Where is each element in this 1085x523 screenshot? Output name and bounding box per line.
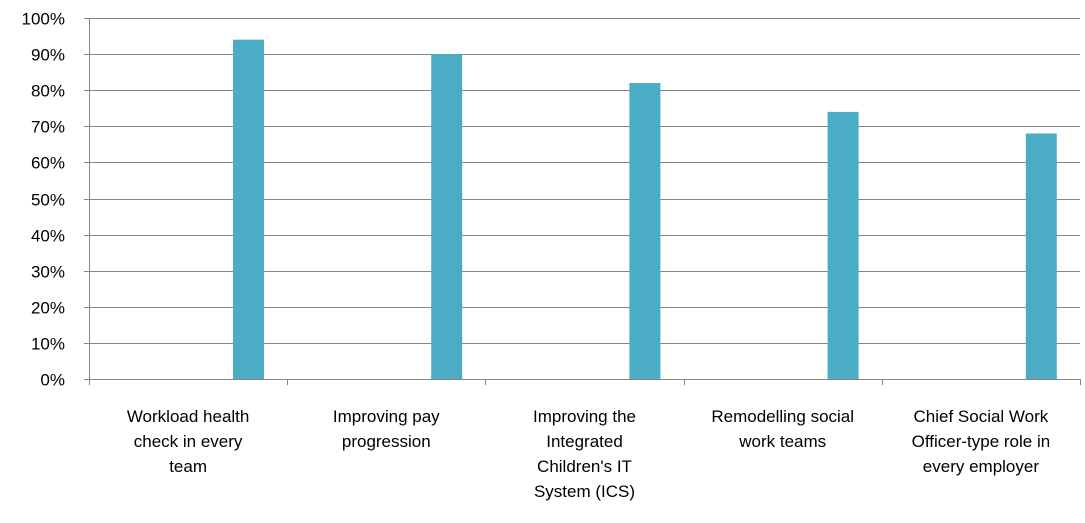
x-category-label-line: Integrated: [546, 432, 623, 451]
x-category-label: Improving the Integrated Children's IT Syst…: [533, 407, 636, 501]
bars: [233, 39, 1057, 380]
x-category-label-line: work teams: [738, 432, 826, 451]
x-category-label-line: every employer: [923, 457, 1040, 476]
x-category-label-line: check in every: [134, 432, 243, 451]
x-category-label-line: team: [169, 457, 207, 476]
x-axis-category-labels: Workload health check in every team Improvi…: [127, 407, 1050, 501]
x-category-label-line: Chief Social Work: [914, 407, 1049, 426]
y-tick-label: 30%: [31, 263, 65, 282]
x-category-label-line: Children's IT: [537, 457, 632, 476]
x-category-label: Improving pay progression: [333, 407, 440, 451]
y-tick-label: 20%: [31, 299, 65, 318]
y-tick-label: 50%: [31, 191, 65, 210]
bar: [233, 39, 264, 379]
y-tick-label: 40%: [31, 227, 65, 246]
bar: [431, 54, 463, 379]
y-axis-tick-labels: 0% 10% 20% 30% 40% 50% 60% 70% 80% 90% 100%: [22, 10, 65, 390]
x-axis: [84, 18, 1081, 385]
x-category-label-line: Improving pay: [333, 407, 440, 426]
x-category-label-line: Remodelling social: [711, 407, 854, 426]
y-tick-label: 10%: [31, 335, 65, 354]
y-tick-label: 90%: [31, 46, 65, 65]
y-tick-label: 0%: [40, 371, 65, 390]
bar: [629, 82, 661, 379]
y-tick-label: 70%: [31, 118, 65, 137]
x-category-label-line: Workload health: [127, 407, 250, 426]
bar: [1025, 133, 1057, 379]
bar: [827, 111, 859, 380]
x-category-label: Workload health check in every team: [127, 407, 250, 476]
y-tick-label: 80%: [31, 82, 65, 101]
x-category-label-line: Improving the: [533, 407, 636, 426]
x-category-label: Chief Social Work Officer-type role in eve…: [912, 407, 1051, 476]
x-category-label-line: Officer-type role in: [912, 432, 1051, 451]
y-tick-label: 100%: [22, 10, 65, 29]
x-category-label-line: System (ICS): [534, 482, 635, 501]
x-category-label: Remodelling social work teams: [711, 407, 854, 451]
x-category-label-line: progression: [342, 432, 431, 451]
y-tick-label: 60%: [31, 154, 65, 173]
